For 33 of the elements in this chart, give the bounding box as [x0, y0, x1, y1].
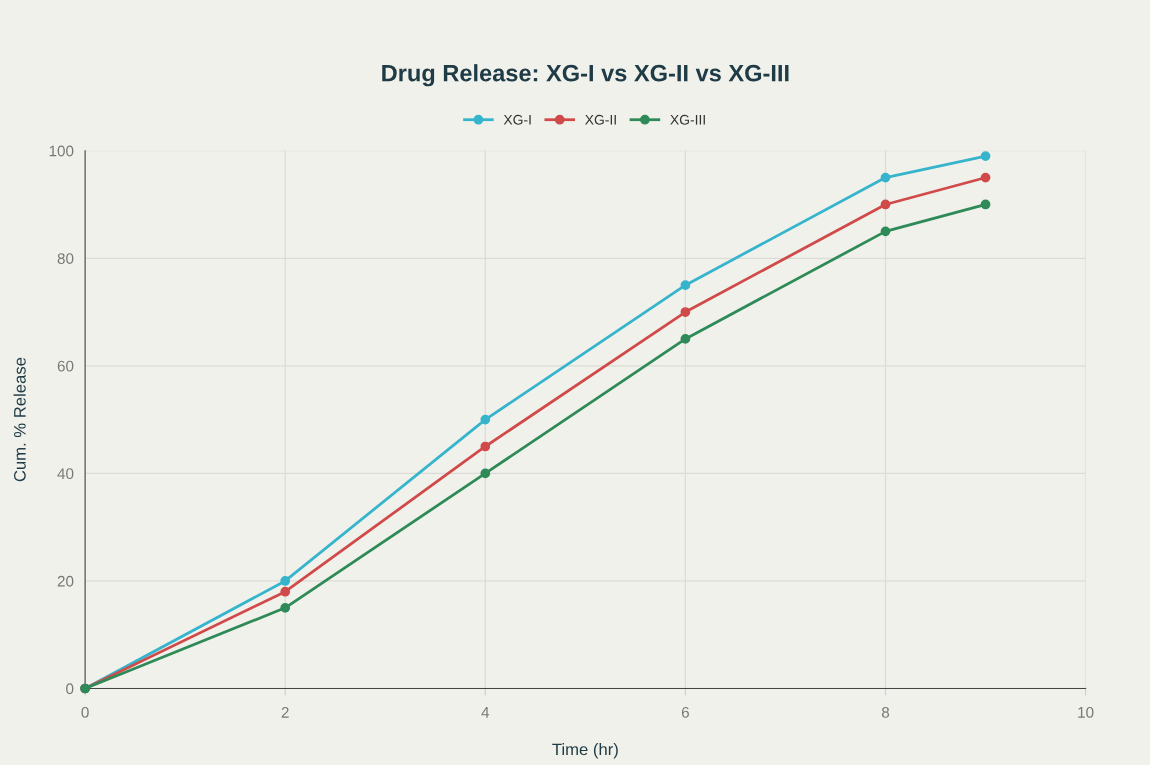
- point: [980, 199, 991, 210]
- x-tick-label: 6: [681, 706, 689, 718]
- y-tick-label: 60: [57, 360, 74, 372]
- y-tick-label: 80: [57, 253, 74, 264]
- point: [480, 441, 491, 452]
- point: [980, 151, 991, 161]
- point: [280, 576, 291, 586]
- y-axis-title: Cum. % Release: [13, 357, 26, 482]
- point: [880, 172, 891, 183]
- y-tick-label: 40: [57, 468, 74, 480]
- point: [880, 199, 891, 210]
- point: [280, 586, 291, 597]
- legend-label: XG-I: [503, 114, 531, 125]
- point: [680, 334, 691, 344]
- point: [280, 602, 291, 613]
- y-tick-label: 100: [49, 145, 74, 157]
- x-tick-label: 0: [81, 706, 89, 718]
- point: [880, 226, 891, 237]
- legend-label: XG-III: [670, 114, 705, 125]
- point: [480, 414, 491, 425]
- x-tick-label: 8: [881, 706, 890, 718]
- x-axis-title: Time (hr): [552, 743, 618, 759]
- x-tick-label: 4: [481, 707, 490, 718]
- point: [480, 468, 491, 479]
- legend-label: XG-II: [585, 114, 616, 125]
- x-tick-label: 2: [281, 706, 289, 718]
- chart-title: Drug Release: XG-I vs XG-II vs XG-III: [382, 64, 789, 87]
- point: [680, 280, 691, 291]
- x-tick-label: 10: [1078, 706, 1094, 718]
- y-tick-label: 20: [57, 575, 74, 587]
- y-tick-label: 0: [66, 683, 74, 695]
- point: [980, 172, 991, 183]
- point: [680, 307, 691, 317]
